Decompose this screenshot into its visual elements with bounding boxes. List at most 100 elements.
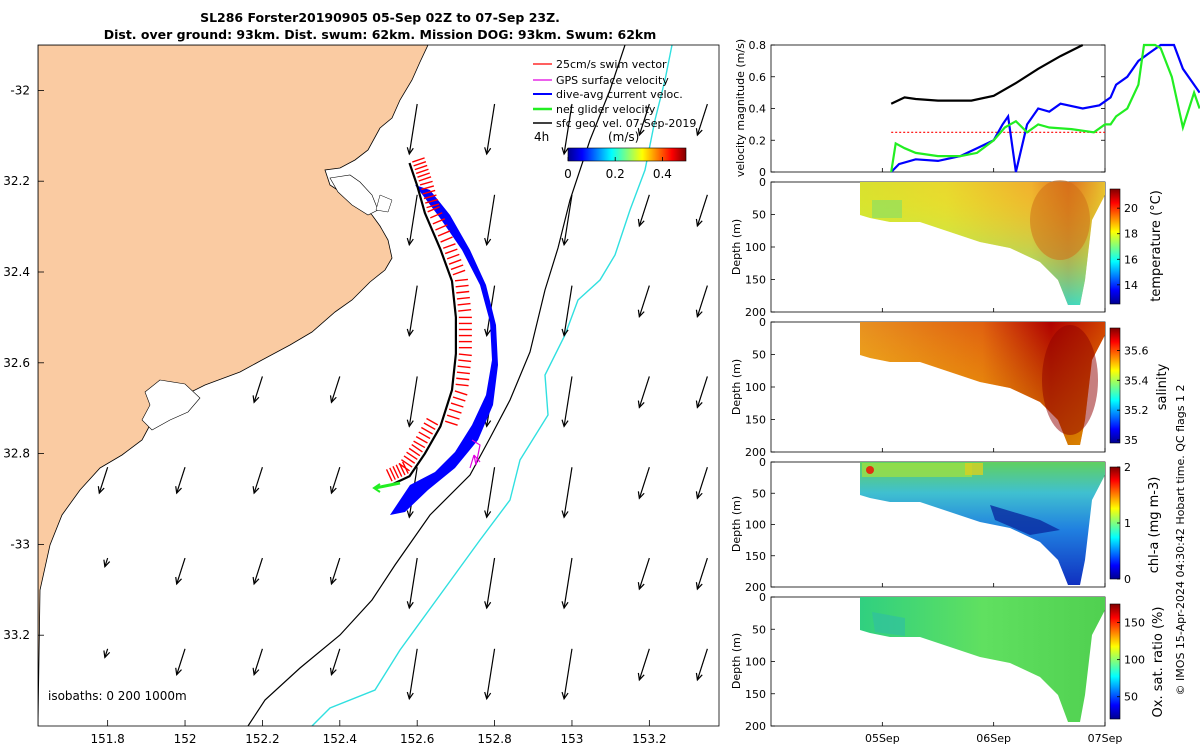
oxygen-field (860, 597, 1105, 722)
chlorophyll-colorbar-label: chl-a (mg m-3) (1147, 477, 1162, 574)
sfc-vector-shaft (176, 557, 186, 585)
temperature-y-label: Depth (m) (730, 219, 743, 275)
sfc-vector-head (252, 667, 260, 677)
velocity-y-tick-label: 0.2 (749, 134, 767, 147)
sfc-vector-head (406, 419, 414, 428)
swim-vector (408, 447, 421, 457)
depth-tick-label: 150 (745, 688, 766, 701)
sfc-vector-head (175, 576, 182, 586)
sfc-vector-shaft (176, 648, 186, 675)
colorbar-tick-label: 18 (1124, 228, 1138, 241)
swim-vector (385, 469, 393, 482)
salinity-colorbar-ticks: 35 35.2 35.4 35.6 (1117, 344, 1149, 447)
salinity-colorbar-label: salinity (1155, 363, 1170, 410)
map-x-tick-label: 153.2 (632, 732, 666, 746)
swim-vector (419, 180, 433, 186)
depth-tick-label: 50 (752, 349, 766, 362)
sfc-vector-shaft (696, 194, 708, 227)
legend-label-gps: GPS surface velocity (556, 74, 669, 87)
figure-title-line2: Dist. over ground: 93km. Dist. swum: 62k… (103, 27, 657, 42)
sfc-vector-head (695, 582, 703, 591)
sfc-vector-shaft (486, 467, 496, 518)
speed-colorbar (567, 147, 687, 162)
depth-tick-label: 200 (745, 446, 766, 459)
sfc-vector-shaft (330, 376, 341, 403)
sfc-vector-head (484, 328, 492, 337)
swim-vector (400, 459, 413, 468)
swim-vector (420, 426, 433, 435)
swim-vector (426, 417, 439, 426)
oxygen-colorbar-ticks: 50 100 150 (1117, 617, 1145, 704)
swim-vector (437, 230, 451, 237)
swim-vector (456, 290, 470, 294)
sfc-vector-shaft (408, 376, 418, 427)
colorbar-tick-label: 35 (1124, 434, 1138, 447)
sfc-vector-shaft (696, 557, 708, 590)
temperature-y-axis: 0 50 100 150 200 (745, 176, 1106, 319)
sfc-vector-shaft (408, 557, 418, 609)
oxygen-colorbar (1109, 603, 1121, 720)
colorbar-tick-label: 150 (1124, 617, 1145, 630)
sfc-vector-head (406, 147, 414, 156)
time-tick-label: 05Sep (865, 732, 900, 745)
credit-text: © IMOS 15-Apr-2024 04:30:42 Hobart time.… (1174, 385, 1187, 696)
temperature-panel: 0 50 100 150 200 Depth (m) 14 16 18 20 temperat… (730, 176, 1164, 319)
map-x-axis: 151.8 152 152.2 152.4 152.6 152.8 153 153.2 (90, 720, 667, 746)
swim-vector (418, 176, 432, 182)
swim-vector (414, 164, 428, 171)
sfc-vector-head (484, 237, 492, 247)
swim-vector (448, 408, 462, 414)
sfc-vector-head (637, 218, 645, 228)
sfc-vector-shaft (98, 467, 109, 494)
time-tick-label: 07Sep (1088, 732, 1123, 745)
swim-vector (457, 365, 471, 369)
sfc-vector-head (637, 400, 645, 409)
isobath-1000m (311, 45, 673, 726)
map-legend: 25cm/s swim vector GPS surface velocity … (533, 58, 696, 130)
swim-vector (446, 253, 460, 260)
oxygen-colorbar-label: Ox. sat. ratio (%) (1151, 607, 1166, 718)
salinity-panel: 0 50 100 150 200 Depth (m) 35 35.2 35.4 35.6 sa… (730, 316, 1170, 459)
oxygen-x-axis: 05Sep 06Sep 07Sep (865, 732, 1122, 745)
chlorophyll-low-band (990, 505, 1060, 535)
sfc-vector-shaft (104, 648, 109, 658)
dive-avg-current-vectors (390, 185, 498, 515)
legend-label-net: net glider velocity (556, 103, 656, 116)
temperature-colorbar (1109, 188, 1121, 305)
sfc-vector-head (97, 486, 105, 495)
depth-tick-label: 0 (759, 591, 766, 604)
colorbar-tick-label: 100 (1124, 654, 1145, 667)
depth-tick-label: 200 (745, 581, 766, 594)
map-y-tick-label: -32 (10, 83, 30, 97)
sfc-vector-head (406, 601, 414, 610)
map-y-tick-label: 32.4 (3, 265, 30, 279)
time-tick-label: 06Sep (976, 732, 1011, 745)
sfc-vector-shaft (253, 648, 263, 675)
sfc-vector-head (561, 510, 569, 519)
sfc-vector-head (329, 486, 337, 495)
swim-vector (395, 464, 403, 477)
temperature-colorbar-ticks: 14 16 18 20 (1117, 202, 1138, 292)
chlorophyll-patch (965, 463, 983, 475)
sfc-vector-shaft (563, 103, 573, 155)
map-x-tick-label: 152.6 (400, 732, 434, 746)
swim-vector (444, 420, 458, 426)
velocity-y-tick-label: 0.4 (749, 103, 767, 116)
sfc-vector-shaft (563, 376, 573, 427)
map-x-tick-label: 152.8 (477, 732, 511, 746)
chlorophyll-colorbar-ticks: 0 1 2 (1117, 461, 1131, 586)
salinity-y-label: Depth (m) (730, 359, 743, 415)
depth-tick-label: 0 (759, 176, 766, 189)
glider-track (389, 162, 457, 487)
velocity-y-label: velocity magnitude (m/s) (734, 39, 747, 177)
speed-colorbar-tick-label: 0 (564, 167, 572, 181)
chlorophyll-surface-bloom (862, 463, 972, 477)
sfc-vector-shaft (330, 557, 341, 585)
sfc-vector-head (103, 559, 111, 568)
depth-tick-label: 200 (745, 306, 766, 319)
sfc-vector-head (561, 691, 569, 701)
vector-scale-label: 4h (534, 130, 549, 144)
swim-vector (417, 172, 430, 178)
swim-vector (454, 390, 468, 396)
swim-vector (432, 218, 446, 225)
